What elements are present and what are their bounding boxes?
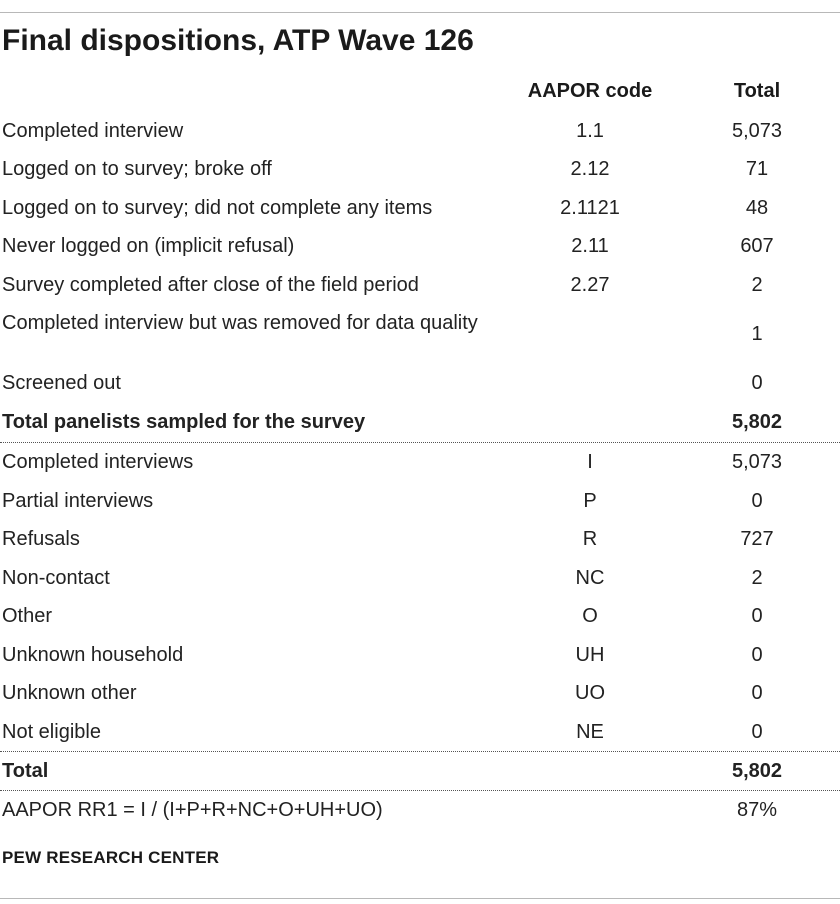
row-label: Logged on to survey; did not complete an…	[2, 197, 433, 219]
row-label: Completed interview but was removed for …	[2, 312, 478, 334]
row-total: 5,073	[731, 120, 783, 142]
row-total: 2	[751, 567, 763, 589]
header-aapor-code: AAPOR code	[527, 80, 653, 102]
section-divider	[0, 790, 840, 791]
grand-total-label: Total	[2, 760, 49, 782]
row-label: Unknown other	[2, 682, 137, 704]
row-total: 71	[745, 158, 769, 180]
row-label: Screened out	[2, 372, 121, 394]
row-label: Not eligible	[2, 721, 101, 743]
row-total: 1	[751, 323, 763, 345]
row-total: 0	[751, 372, 763, 394]
row-total: 0	[751, 605, 763, 627]
row-label: Non-contact	[2, 567, 110, 589]
row-code: 2.1121	[560, 197, 620, 219]
source-footer: PEW RESEARCH CENTER	[2, 848, 220, 867]
row-total: 48	[745, 197, 769, 219]
row-code: NE	[576, 721, 604, 743]
section-divider	[0, 442, 840, 443]
row-code: UH	[575, 644, 605, 666]
subtotal-label: Total panelists sampled for the survey	[2, 411, 366, 433]
row-code: 1.1	[576, 120, 604, 142]
header-total: Total	[733, 80, 781, 102]
row-label: Unknown household	[2, 644, 184, 666]
row-total: 0	[751, 682, 763, 704]
row-total: 727	[740, 528, 774, 550]
response-rate-label: AAPOR RR1 = I / (I+P+R+NC+O+UH+UO)	[2, 799, 383, 821]
row-total: 607	[740, 235, 774, 257]
subtotal-value: 5,802	[731, 411, 783, 433]
row-code: 2.11	[571, 235, 609, 257]
row-total: 0	[751, 644, 763, 666]
row-total: 5,073	[731, 451, 783, 473]
response-rate-value: 87%	[736, 799, 778, 821]
row-label: Partial interviews	[2, 490, 154, 512]
grand-total-value: 5,802	[731, 760, 783, 782]
row-code: UO	[575, 682, 605, 704]
row-code: NC	[575, 567, 605, 589]
row-label: Never logged on (implicit refusal)	[2, 235, 295, 257]
row-code: O	[582, 605, 598, 627]
row-total: 0	[751, 721, 763, 743]
table-title: Final dispositions, ATP Wave 126	[2, 24, 474, 57]
row-label: Completed interviews	[2, 451, 194, 473]
bottom-rule	[0, 898, 840, 899]
row-code: P	[583, 490, 597, 512]
row-label: Survey completed after close of the fiel…	[2, 274, 419, 296]
row-code: 2.27	[570, 274, 610, 296]
row-label: Completed interview	[2, 120, 184, 142]
row-code: R	[582, 528, 598, 550]
row-label: Other	[2, 605, 53, 627]
row-label: Refusals	[2, 528, 80, 550]
row-code: I	[587, 451, 593, 473]
row-label: Logged on to survey; broke off	[2, 158, 272, 180]
row-code: 2.12	[570, 158, 610, 180]
row-total: 2	[751, 274, 763, 296]
top-rule	[0, 12, 840, 13]
section-divider	[0, 751, 840, 752]
row-total: 0	[751, 490, 763, 512]
